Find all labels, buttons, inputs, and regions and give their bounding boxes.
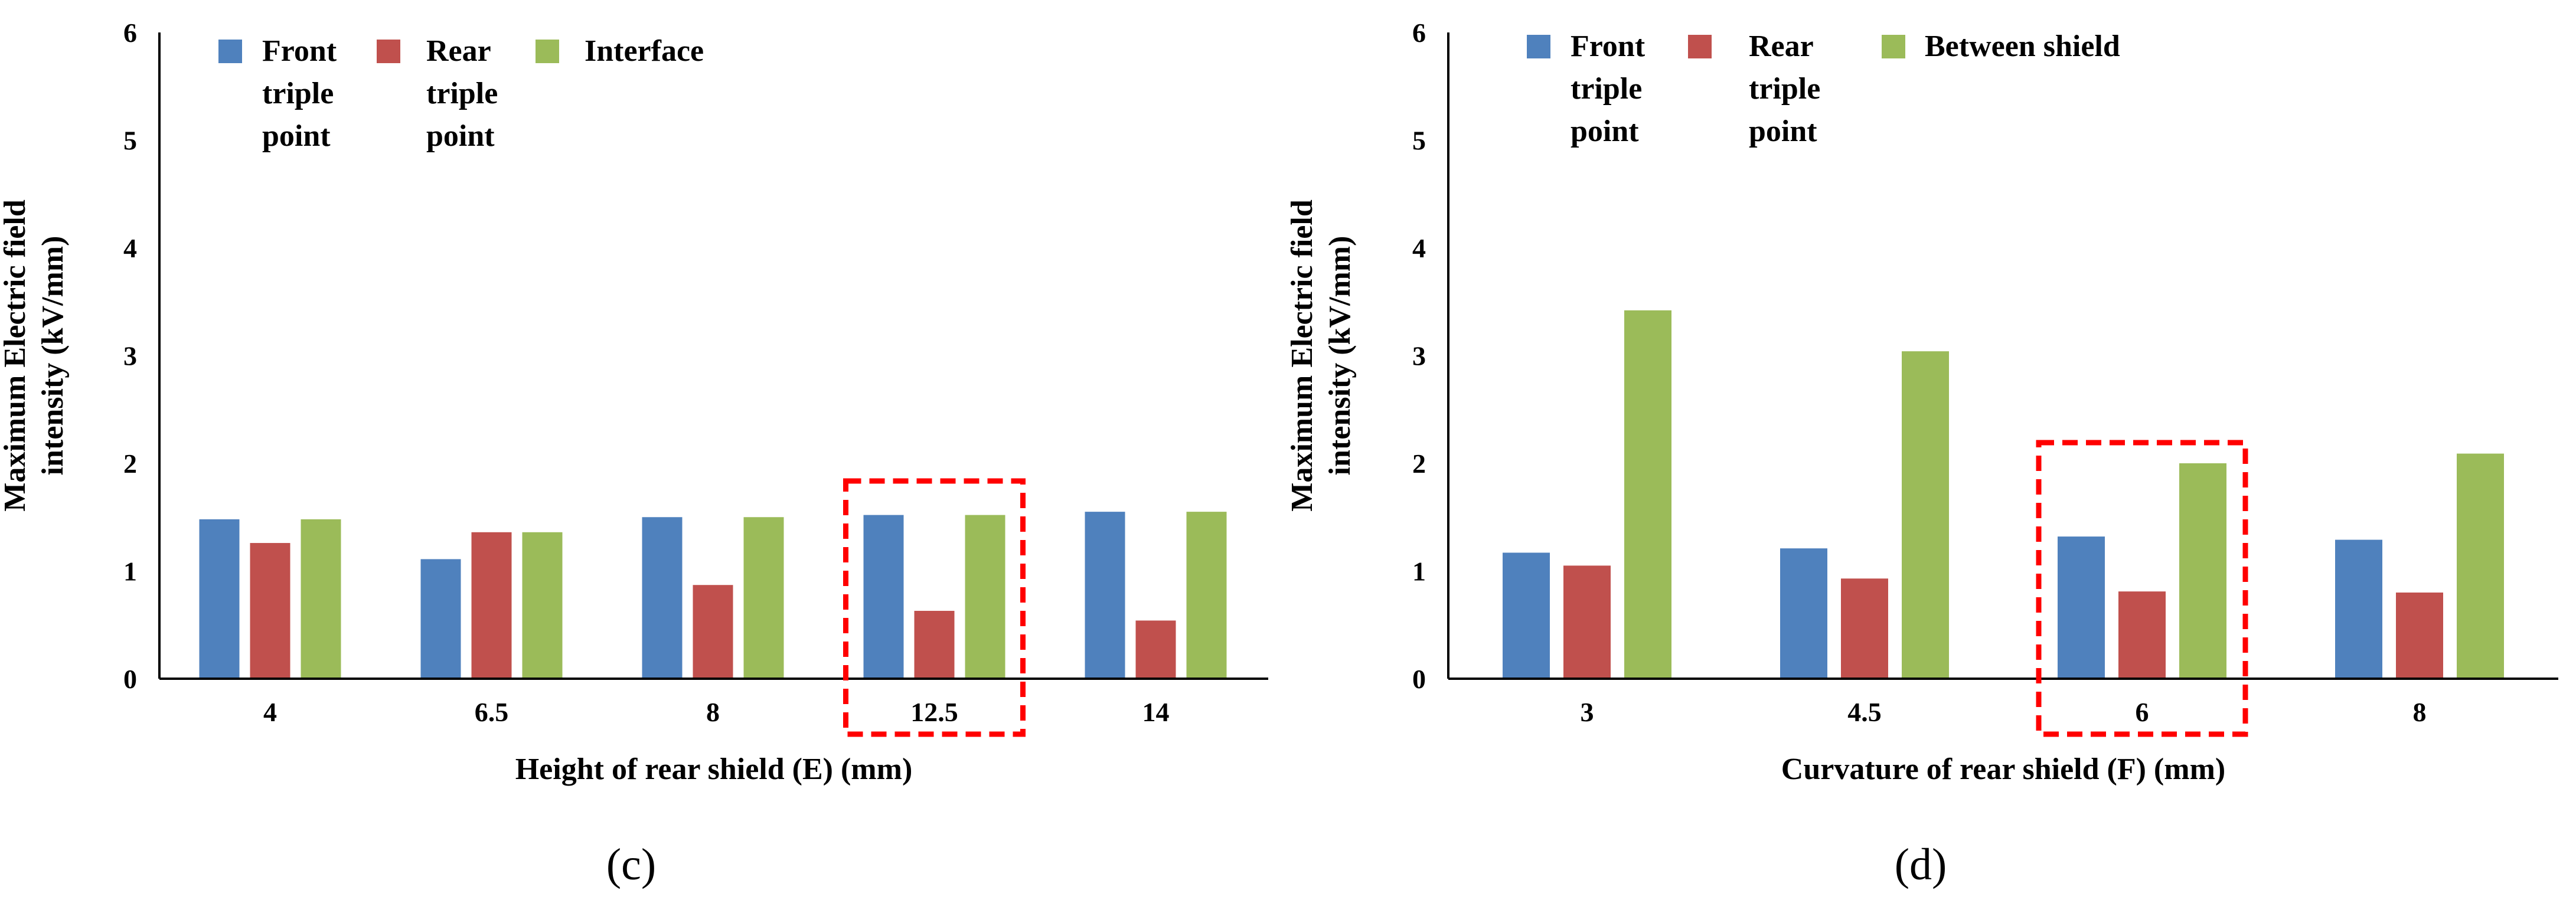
legend-label: Front [1571, 30, 1645, 63]
y-tick-label: 0 [123, 664, 137, 694]
legend-label: point [426, 119, 495, 153]
bar [2457, 453, 2504, 679]
x-tick-label: 6 [2136, 697, 2149, 727]
y-tick-label: 4 [123, 233, 137, 263]
legend-label: Rear [426, 34, 491, 68]
legend-label: triple [1749, 72, 1820, 106]
legend-label: Front [262, 34, 337, 68]
x-tick-label: 4.5 [1847, 697, 1882, 727]
y-axis-title: intensity (kV/mm) [36, 236, 70, 476]
legend-label: triple [1571, 72, 1642, 106]
x-axis-title: Curvature of rear shield (F) (mm) [1781, 752, 2225, 786]
bar [743, 517, 784, 679]
legend-label: point [262, 119, 331, 153]
bar [522, 532, 563, 679]
bar [642, 517, 683, 679]
y-tick-label: 6 [123, 18, 137, 48]
legend-swatch [1527, 35, 1550, 58]
bar [1624, 310, 1671, 679]
legend-label: point [1749, 114, 1817, 148]
y-axis-title: Maximum Electric field [0, 199, 32, 512]
x-axis-title: Height of rear shield (E) (mm) [515, 752, 913, 786]
y-tick-label: 2 [123, 449, 137, 479]
highlight-box [2036, 440, 2248, 737]
highlight-box [843, 478, 1026, 737]
bar [420, 559, 461, 679]
legend-swatch [1882, 35, 1905, 58]
legend-label: triple [262, 77, 334, 110]
bar [1902, 351, 1949, 679]
panel-label: (d) [1895, 840, 1947, 889]
legend-swatch [536, 40, 559, 63]
x-tick-label: 8 [706, 697, 720, 727]
y-tick-label: 1 [1412, 557, 1426, 587]
bar [250, 543, 290, 679]
bar [965, 515, 1005, 679]
x-tick-label: 6.5 [475, 697, 509, 727]
bar [693, 585, 733, 679]
bar [1841, 578, 1888, 679]
bar [863, 515, 904, 679]
bar [2179, 463, 2226, 679]
legend-label: Interface [585, 34, 704, 68]
y-tick-label: 5 [1412, 126, 1426, 156]
legend-label: point [1571, 114, 1639, 148]
y-tick-label: 5 [123, 126, 137, 156]
x-tick-label: 14 [1142, 697, 1170, 727]
y-tick-label: 3 [1412, 341, 1426, 371]
legend-swatch [1688, 35, 1712, 58]
y-axis-title: Maximum Electric field [1285, 199, 1319, 512]
bar [914, 611, 955, 679]
bar [2396, 593, 2443, 679]
bar [471, 532, 512, 679]
bar [1780, 548, 1827, 679]
legend-swatch [377, 40, 400, 63]
panel-label: (c) [606, 840, 656, 889]
bar [199, 519, 240, 679]
y-tick-label: 1 [123, 557, 137, 587]
y-tick-label: 3 [123, 341, 137, 371]
legend-label: Between shield [1925, 30, 2120, 63]
y-tick-label: 4 [1412, 233, 1426, 263]
x-tick-label: 3 [1581, 697, 1594, 727]
legend-label: triple [426, 77, 498, 110]
bar [1186, 512, 1227, 679]
y-tick-label: 0 [1412, 664, 1426, 694]
bar [2335, 539, 2382, 679]
bar [1563, 565, 1611, 679]
y-axis-title: intensity (kV/mm) [1323, 236, 1357, 476]
bar [2118, 591, 2166, 679]
bar [1085, 512, 1125, 679]
x-tick-label: 4 [263, 697, 277, 727]
bar [1135, 620, 1176, 679]
bar [1503, 552, 1550, 679]
legend-label: Rear [1749, 30, 1814, 63]
y-tick-label: 2 [1412, 449, 1426, 479]
bar [2058, 536, 2105, 679]
legend-swatch [218, 40, 242, 63]
bar [301, 519, 341, 679]
x-tick-label: 8 [2413, 697, 2427, 727]
x-tick-label: 12.5 [910, 697, 958, 727]
y-tick-label: 6 [1412, 18, 1426, 48]
